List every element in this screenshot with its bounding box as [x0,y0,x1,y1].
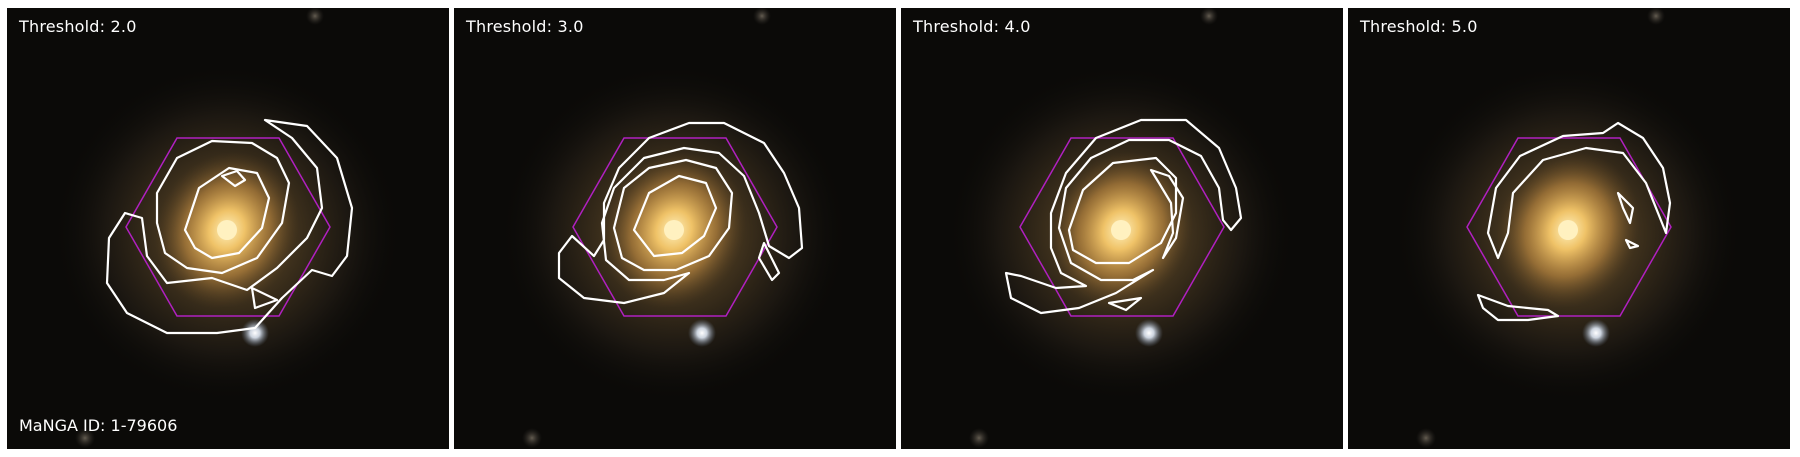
galaxy-image [901,8,1343,449]
manga-id-label: MaNGA ID: 1-79606 [19,416,178,435]
spiral-arm-contours [105,118,354,335]
galaxy-image [7,8,449,449]
ifu-hexagon [1466,137,1672,317]
ifu-hexagon [572,137,778,317]
galaxy-image-panel-threshold-2: Threshold: 2.0 MaNGA ID: 1-79606 [7,8,449,449]
galaxy-image-panel-threshold-3: Threshold: 3.0 [454,8,896,449]
threshold-label: Threshold: 4.0 [913,17,1031,36]
galaxy-image-panel-threshold-4: Threshold: 4.0 [901,8,1343,449]
ifu-hexagon [1019,137,1225,317]
spiral-arm-contours [1476,121,1672,322]
ifu-hexagon [125,137,331,317]
galaxy-image [1348,8,1790,449]
threshold-label: Threshold: 2.0 [19,17,137,36]
galaxy-image-panel-threshold-5: Threshold: 5.0 [1348,8,1790,449]
galaxy-image [454,8,896,449]
threshold-label: Threshold: 5.0 [1360,17,1478,36]
spiral-arm-contours [1004,118,1243,315]
threshold-label: Threshold: 3.0 [466,17,584,36]
spiral-arm-contours [557,121,804,305]
